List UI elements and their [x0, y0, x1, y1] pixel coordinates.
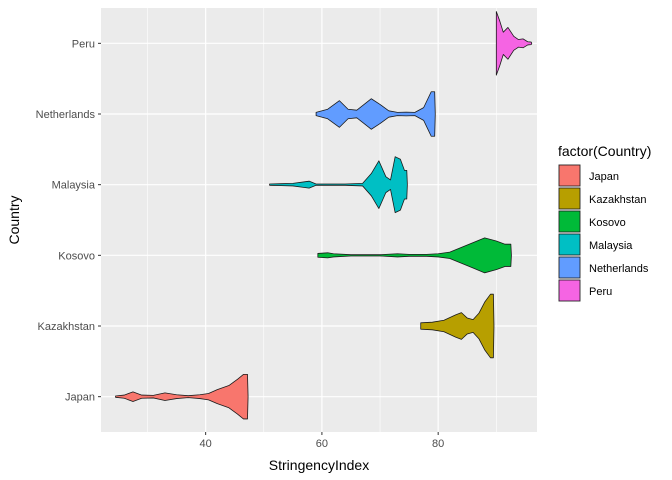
y-tick-label: Peru: [72, 38, 95, 50]
legend-label: Kazakhstan: [589, 194, 646, 206]
y-tick-label: Japan: [65, 392, 95, 404]
legend-label: Malaysia: [589, 240, 633, 252]
y-axis-ticks: Japan Kazakhstan Kosovo Malaysia Netherlands…: [36, 38, 101, 404]
violin-kosovo: [317, 237, 512, 274]
legend: factor(Country) Japan Kazakhstan Kosovo Mal…: [558, 143, 651, 302]
x-axis-ticks: 40 60 80: [200, 432, 444, 450]
legend-swatch-kazakhstan: [558, 187, 581, 210]
x-axis-title: StringencyIndex: [269, 457, 369, 473]
x-tick-label: 60: [316, 438, 328, 450]
legend-label: Peru: [589, 286, 612, 298]
violin-peru: [495, 11, 533, 76]
y-tick-label: Kazakhstan: [38, 321, 95, 333]
legend-swatch-kosovo: [558, 210, 581, 233]
violin-netherlands: [315, 91, 436, 137]
violin-kazakhstan: [420, 293, 495, 359]
y-axis-title: Country: [6, 195, 22, 244]
x-tick-label: 40: [200, 438, 212, 450]
y-tick-label: Netherlands: [36, 109, 96, 121]
minor-gridlines: [147, 8, 497, 432]
y-tick-label: Kosovo: [58, 250, 95, 262]
panel-background: [101, 8, 537, 432]
violins: [115, 11, 533, 420]
legend-label: Japan: [589, 171, 619, 183]
y-tick-label: Malaysia: [52, 180, 96, 192]
violin-japan: [115, 374, 249, 420]
legend-label: Kosovo: [589, 217, 626, 229]
x-tick-label: 80: [432, 438, 444, 450]
legend-swatch-netherlands: [558, 256, 581, 279]
legend-swatch-peru: [558, 279, 581, 302]
legend-swatch-malaysia: [558, 233, 581, 256]
legend-label: Netherlands: [589, 263, 649, 275]
violin-malaysia: [269, 156, 408, 214]
legend-swatch-japan: [558, 164, 581, 187]
legend-title: factor(Country): [558, 143, 651, 159]
